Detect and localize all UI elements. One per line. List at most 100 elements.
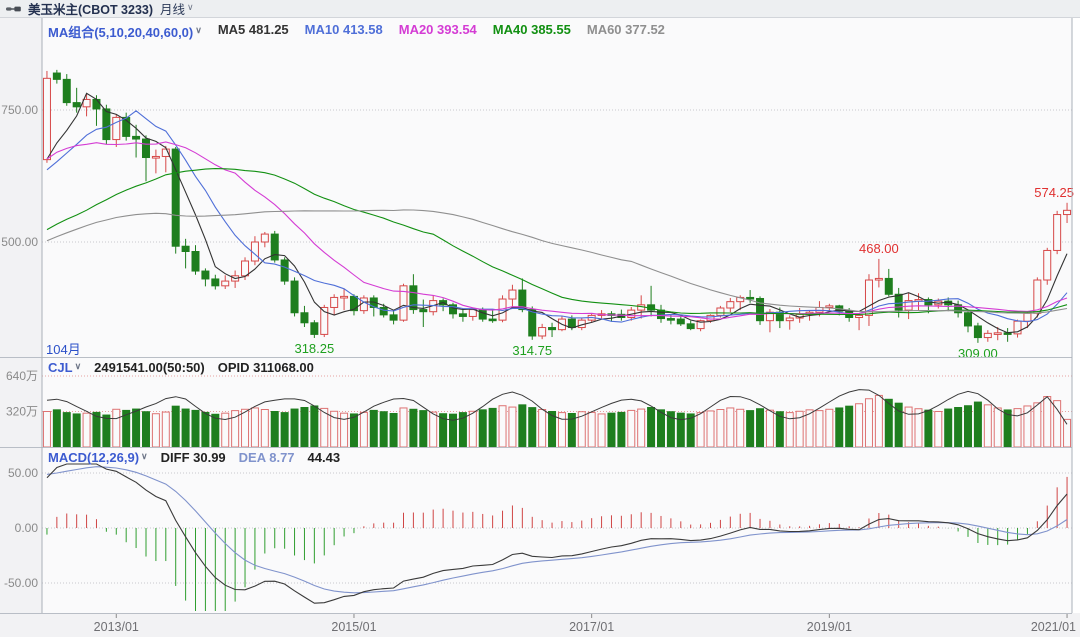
- volume-bar: [72, 413, 81, 448]
- candle: [538, 327, 547, 337]
- candle: [567, 318, 576, 329]
- volume-bar: [141, 411, 150, 448]
- candle: [746, 296, 755, 300]
- swing-low-label: 314.75: [512, 343, 552, 358]
- ma60-value: MA60 377.52: [586, 22, 665, 37]
- volume-bar: [855, 403, 864, 448]
- candle: [894, 293, 903, 311]
- ma5-line: [46, 92, 1068, 334]
- volume-bar: [924, 409, 933, 448]
- volume-bar: [884, 398, 893, 448]
- volume-bar: [211, 413, 220, 448]
- macd-tick-label: 0.00: [15, 521, 39, 535]
- candle: [122, 116, 131, 137]
- volume-bar: [280, 412, 289, 448]
- volume-bar: [359, 411, 368, 448]
- volume-bar: [92, 411, 101, 448]
- candle: [449, 304, 458, 315]
- volume-bar: [221, 412, 230, 448]
- candle: [42, 77, 51, 161]
- macd-dropdown[interactable]: MACD(12,26,9) ∨: [48, 450, 148, 465]
- volume-bar: [419, 410, 428, 448]
- volume-bar: [706, 410, 715, 448]
- candle: [696, 320, 705, 330]
- ma-indicator-row: MA组合(5,10,20,40,60,0) ∨ MA5 481.25 MA10 …: [48, 22, 665, 41]
- ma-settings-dropdown[interactable]: MA组合(5,10,20,40,60,0) ∨: [48, 22, 202, 41]
- candle: [726, 301, 735, 309]
- candle: [864, 279, 873, 316]
- volume-bar: [597, 413, 606, 448]
- title-bar: 美玉米主(CBOT 3233) 月线 ∨: [0, 0, 1080, 18]
- price-pane: 750.00 500.00 318.25 314.75 468.00 309.00 574.…: [1, 69, 1074, 361]
- candle: [171, 148, 180, 247]
- candle: [181, 245, 190, 253]
- volume-bar: [676, 412, 685, 448]
- candle: [201, 270, 210, 280]
- candle: [280, 259, 289, 282]
- ma10-value: MA10 413.58: [304, 22, 383, 37]
- candle: [340, 295, 349, 299]
- volume-bar: [112, 408, 121, 448]
- volume-bar: [379, 411, 388, 448]
- volume-bar: [42, 411, 51, 448]
- swing-high-label: 468.00: [859, 241, 899, 256]
- volume-bar: [815, 410, 824, 448]
- volume-bar: [726, 407, 735, 448]
- volume-bar: [508, 406, 517, 448]
- volume-bar: [260, 409, 269, 448]
- link-icon: [6, 4, 21, 14]
- volume-bar: [607, 412, 616, 448]
- contract-title: 美玉米主(CBOT 3233): [28, 3, 154, 17]
- candle: [379, 306, 388, 316]
- ma40-line: [46, 168, 1068, 316]
- volume-bar: [993, 407, 1002, 448]
- candle: [706, 314, 715, 322]
- date-tick-label: 2021/01: [1031, 620, 1076, 634]
- macd-pane: 50.00 0.00 -50.00: [4, 463, 1072, 611]
- candle: [191, 251, 200, 272]
- volume-bar: [171, 405, 180, 448]
- candle: [399, 285, 408, 321]
- volume-bar: [52, 409, 61, 448]
- candle: [270, 233, 279, 261]
- cjl-dropdown[interactable]: CJL ∨: [48, 360, 81, 375]
- volume-bar: [498, 405, 507, 448]
- volume-bar: [468, 410, 477, 448]
- volume-bar: [944, 408, 953, 448]
- volume-tick-label: 320万: [6, 405, 38, 419]
- volume-bar: [637, 408, 646, 448]
- volume-bar: [478, 409, 487, 448]
- volume-bar: [161, 411, 170, 448]
- candle: [508, 289, 517, 300]
- volume-bar: [954, 407, 963, 448]
- candle: [72, 102, 81, 108]
- macd-tick-label: -50.00: [4, 576, 38, 590]
- candle: [825, 305, 834, 308]
- volume-bar: [973, 401, 982, 448]
- candle: [458, 313, 467, 317]
- cjl-opid: OPID 311068.00: [217, 360, 314, 375]
- candle: [716, 307, 725, 316]
- volume-bar: [874, 394, 883, 448]
- volume-bar: [201, 411, 210, 448]
- candle: [52, 72, 61, 80]
- period-selector[interactable]: 月线 ∨: [160, 0, 194, 18]
- volume-bar: [1003, 409, 1012, 448]
- candle: [330, 296, 339, 308]
- candle: [488, 318, 497, 322]
- bar-count-label: 104月: [46, 342, 81, 357]
- candle: [785, 317, 794, 322]
- volume-bar: [488, 407, 497, 448]
- candle: [478, 309, 487, 320]
- volume-bar: [696, 412, 705, 448]
- volume-bar: [102, 414, 111, 448]
- volume-bar: [528, 407, 537, 448]
- volume-bar: [1023, 405, 1032, 448]
- volume-bar: [627, 409, 636, 448]
- candle: [221, 280, 230, 287]
- candle: [151, 155, 160, 159]
- candle: [320, 306, 329, 335]
- candle: [82, 98, 91, 108]
- volume-bar: [241, 408, 250, 448]
